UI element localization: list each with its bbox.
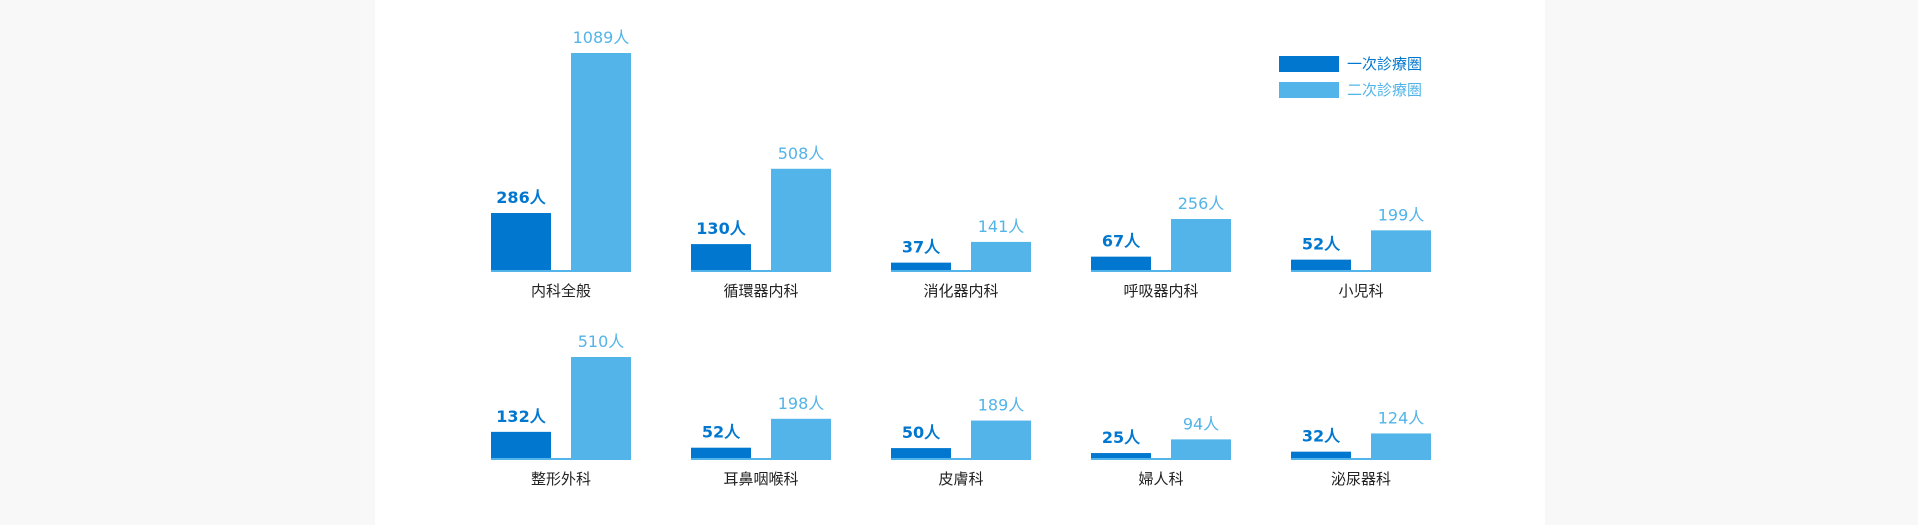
axis-baseline — [891, 458, 1031, 460]
value-label-secondary: 198人 — [778, 394, 825, 413]
axis-baseline — [1291, 270, 1431, 272]
value-label-primary: 130人 — [696, 219, 746, 238]
axis-baseline — [691, 270, 831, 272]
category-label: 呼吸器内科 — [1123, 282, 1198, 300]
bar-primary — [1091, 453, 1151, 458]
category-label: 消化器内科 — [923, 282, 998, 300]
category-label: 循環器内科 — [723, 282, 798, 300]
value-label-primary: 52人 — [1302, 235, 1341, 254]
bar-secondary — [1171, 439, 1231, 458]
value-label-primary: 37人 — [902, 238, 941, 257]
value-label-secondary: 199人 — [1378, 205, 1425, 224]
axis-baseline — [491, 458, 631, 460]
bar-primary — [491, 213, 551, 270]
bar-secondary — [971, 241, 1031, 270]
bar-primary — [891, 448, 951, 458]
legend-item-primary: 一次診療圏 — [1279, 51, 1422, 77]
category-label: 小児科 — [1338, 282, 1383, 300]
bar-secondary — [1171, 218, 1231, 270]
value-label-primary: 50人 — [902, 423, 941, 442]
legend-item-secondary: 二次診療圏 — [1279, 77, 1422, 103]
category-label: 泌尿器科 — [1331, 470, 1391, 488]
bar-secondary — [1371, 433, 1431, 458]
legend: 一次診療圏 二次診療圏 — [1279, 51, 1422, 103]
value-label-secondary: 189人 — [978, 396, 1025, 415]
legend-swatch-secondary — [1279, 82, 1339, 98]
value-label-primary: 132人 — [496, 407, 546, 426]
axis-baseline — [691, 458, 831, 460]
value-label-primary: 286人 — [496, 188, 546, 207]
bar-secondary — [771, 418, 831, 458]
category-label: 婦人科 — [1138, 470, 1183, 488]
bar-secondary — [571, 53, 631, 270]
category-label: 耳鼻咽喉科 — [723, 470, 798, 488]
bar-primary — [691, 447, 751, 458]
value-label-secondary: 1089人 — [573, 28, 630, 47]
value-label-secondary: 256人 — [1178, 194, 1225, 213]
value-label-primary: 67人 — [1102, 232, 1141, 251]
bar-primary — [1291, 451, 1351, 458]
value-label-secondary: 508人 — [778, 144, 825, 163]
bar-secondary — [971, 420, 1031, 458]
axis-baseline — [491, 270, 631, 272]
axis-baseline — [1291, 458, 1431, 460]
value-label-primary: 32人 — [1302, 427, 1341, 446]
value-label-primary: 25人 — [1102, 428, 1141, 447]
category-label: 内科全般 — [531, 282, 591, 300]
category-label: 皮膚科 — [938, 470, 983, 488]
axis-baseline — [1091, 458, 1231, 460]
legend-label-secondary: 二次診療圏 — [1347, 81, 1423, 99]
legend-label-primary: 一次診療圏 — [1347, 55, 1423, 73]
value-label-secondary: 141人 — [978, 217, 1025, 236]
bar-primary — [691, 244, 751, 270]
category-label: 整形外科 — [531, 470, 591, 488]
chart-panel: 286人 1089人内科全般 130人 508人循環器内科 37人 141人消化器内科 67… — [375, 0, 1545, 525]
bar-secondary — [771, 168, 831, 270]
value-label-primary: 52人 — [702, 423, 741, 442]
bar-primary — [1091, 256, 1151, 270]
value-label-secondary: 124人 — [1378, 408, 1425, 427]
value-label-secondary: 94人 — [1183, 414, 1219, 433]
axis-baseline — [891, 270, 1031, 272]
bar-secondary — [571, 357, 631, 458]
bar-secondary — [1371, 230, 1431, 270]
bar-primary — [1291, 259, 1351, 270]
value-label-secondary: 510人 — [578, 332, 625, 351]
axis-baseline — [1091, 270, 1231, 272]
bar-primary — [491, 431, 551, 458]
legend-swatch-primary — [1279, 56, 1339, 72]
bar-primary — [891, 262, 951, 270]
